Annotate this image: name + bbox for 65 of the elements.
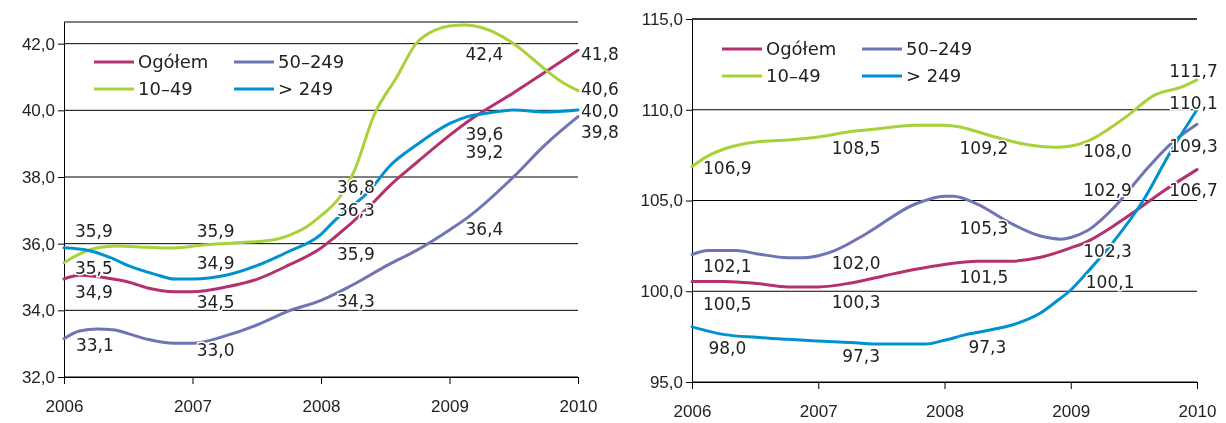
text: 40,0 xyxy=(581,100,619,121)
annotation: 100,5 xyxy=(703,293,752,314)
annotation: 34,9 xyxy=(196,252,235,273)
annotation: 35,5 xyxy=(74,257,113,278)
y-tick-label: 100,0 xyxy=(640,282,683,302)
annotation: 106,9 xyxy=(703,157,752,178)
annotation: 111,7 xyxy=(1169,60,1218,81)
text: 39,8 xyxy=(581,121,619,142)
annotation: 35,9 xyxy=(196,221,235,242)
annotation: 34,9 xyxy=(74,282,113,303)
annotation: 39,6 xyxy=(465,123,504,144)
annotation: 102,9 xyxy=(1083,179,1132,200)
y-tick-label: 34,0 xyxy=(21,301,55,321)
legend-label: 50–249 xyxy=(906,38,973,60)
legend-label: 50–249 xyxy=(278,51,345,73)
legend-label: 10–49 xyxy=(138,78,193,100)
x-tick-label: 2010 xyxy=(1178,402,1217,422)
annotation: 102,0 xyxy=(831,253,881,274)
x-tick-label: 2006 xyxy=(673,402,712,422)
x-tick-label: 2007 xyxy=(174,397,212,417)
annotation: 33,1 xyxy=(75,334,114,355)
annotation: 100,1 xyxy=(1085,272,1135,293)
y-tick-label: 38,0 xyxy=(21,167,55,187)
y-tick-label: 32,0 xyxy=(21,367,55,387)
legend-label: Ogółem xyxy=(138,51,209,73)
annotation: 33,0 xyxy=(196,340,235,361)
annotation: 97,3 xyxy=(842,345,881,366)
annotation: 36,4 xyxy=(465,218,504,239)
annotation: 105,3 xyxy=(959,217,1009,238)
annotation: 102,1 xyxy=(703,256,752,277)
legend-label: 10–49 xyxy=(766,65,821,87)
y-tick-label: 115,0 xyxy=(641,9,683,29)
annotation: 35,9 xyxy=(74,221,113,242)
annotation: 108,0 xyxy=(1083,140,1132,161)
annotation: 106,7 xyxy=(1169,179,1218,200)
x-tick-label: 2007 xyxy=(799,402,838,422)
annotation: 109,2 xyxy=(959,137,1009,158)
y-tick-label: 36,0 xyxy=(21,234,55,254)
y-tick-label: 105,0 xyxy=(640,191,683,211)
x-tick-label: 2010 xyxy=(559,397,598,417)
annotation: 97,3 xyxy=(968,337,1007,358)
y-tick-label: 110,0 xyxy=(641,100,683,120)
x-tick-label: 2009 xyxy=(431,397,469,417)
legend-label: > 249 xyxy=(278,78,334,100)
y-tick-label: 40,0 xyxy=(21,101,55,121)
annotation: 34,5 xyxy=(196,292,235,313)
text: 41,8 xyxy=(581,43,619,64)
annotation: 98,0 xyxy=(708,338,747,359)
x-tick-label: 2009 xyxy=(1052,402,1091,422)
y-tick-label: 95,0 xyxy=(649,372,683,392)
legend-label: > 249 xyxy=(906,65,962,87)
x-tick-label: 2008 xyxy=(926,402,964,422)
y-tick-label: 42,0 xyxy=(21,34,55,54)
legend-label: Ogółem xyxy=(766,38,837,60)
annotation: 108,5 xyxy=(831,137,881,158)
text: 40,6 xyxy=(581,79,619,100)
annotation: 101,5 xyxy=(959,267,1009,288)
x-tick-label: 2006 xyxy=(45,397,84,417)
annotation: 100,3 xyxy=(831,292,881,313)
annotation: 35,9 xyxy=(337,244,375,265)
annotation: 34,3 xyxy=(337,290,375,311)
x-tick-label: 2008 xyxy=(302,397,341,417)
annotation: 42,4 xyxy=(465,43,504,64)
annotation: 39,2 xyxy=(465,141,504,162)
annotation: 110,1 xyxy=(1169,93,1218,114)
